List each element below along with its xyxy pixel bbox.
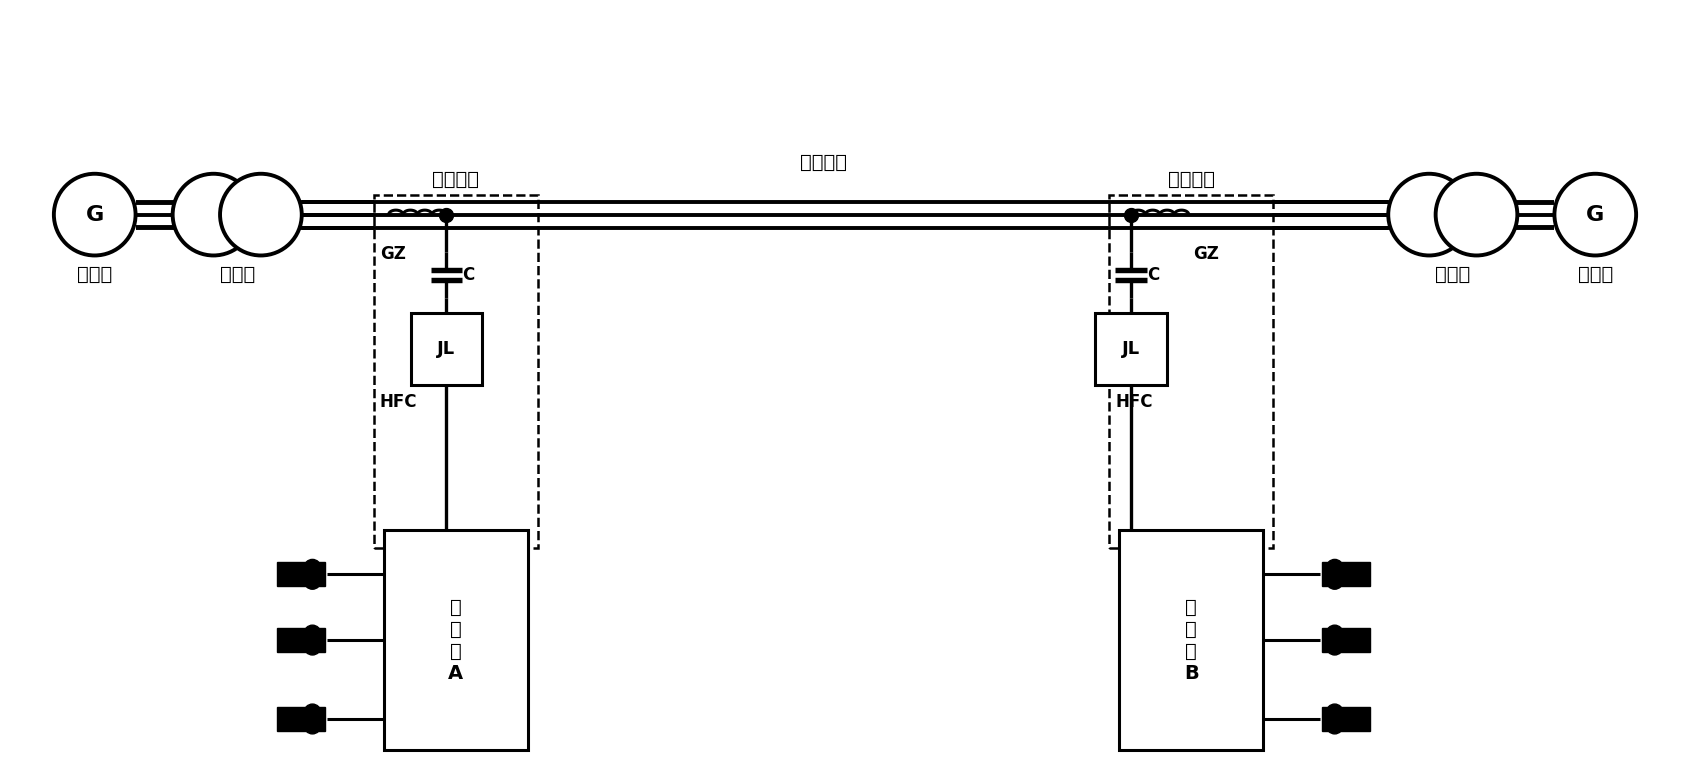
Text: G: G xyxy=(1586,205,1603,225)
Text: HFC: HFC xyxy=(380,393,417,411)
Text: JL: JL xyxy=(1121,340,1140,358)
Circle shape xyxy=(304,638,321,655)
Text: 耦合装置: 耦合装置 xyxy=(1167,170,1214,189)
Circle shape xyxy=(1434,174,1517,255)
Text: 载
波
机
A: 载 波 机 A xyxy=(448,598,463,683)
Bar xyxy=(373,195,537,548)
Bar xyxy=(383,531,529,750)
Bar xyxy=(410,313,481,385)
Text: JL: JL xyxy=(437,340,456,358)
Polygon shape xyxy=(1334,628,1370,652)
Circle shape xyxy=(172,174,255,255)
Polygon shape xyxy=(277,562,312,587)
Polygon shape xyxy=(1322,628,1333,652)
Circle shape xyxy=(1387,174,1469,255)
Polygon shape xyxy=(1334,707,1370,731)
Bar xyxy=(1108,195,1274,548)
Text: GZ: GZ xyxy=(380,245,405,262)
Circle shape xyxy=(304,717,321,734)
Polygon shape xyxy=(314,707,324,731)
Bar xyxy=(1094,313,1165,385)
Text: G: G xyxy=(86,205,103,225)
Polygon shape xyxy=(1334,562,1370,587)
Text: 变压器: 变压器 xyxy=(220,265,255,284)
Bar xyxy=(1118,531,1263,750)
Polygon shape xyxy=(1322,562,1333,587)
Text: 载
波
机
B: 载 波 机 B xyxy=(1184,598,1198,683)
Circle shape xyxy=(304,573,321,589)
Circle shape xyxy=(304,559,321,576)
Text: GZ: GZ xyxy=(1192,245,1218,262)
Circle shape xyxy=(1326,717,1343,734)
Text: HFC: HFC xyxy=(1115,393,1152,411)
Circle shape xyxy=(1326,625,1343,642)
Circle shape xyxy=(1326,573,1343,589)
Circle shape xyxy=(304,625,321,642)
Polygon shape xyxy=(314,628,324,652)
Text: C: C xyxy=(463,266,475,285)
Circle shape xyxy=(1326,704,1343,721)
Circle shape xyxy=(220,174,302,255)
Polygon shape xyxy=(277,628,312,652)
Text: 发电机: 发电机 xyxy=(1578,265,1611,284)
Polygon shape xyxy=(277,707,312,731)
Text: 耦合装置: 耦合装置 xyxy=(432,170,480,189)
Circle shape xyxy=(304,704,321,721)
Polygon shape xyxy=(1322,707,1333,731)
Text: 电力线路: 电力线路 xyxy=(799,153,846,172)
Circle shape xyxy=(1326,559,1343,576)
Text: 变压器: 变压器 xyxy=(1434,265,1469,284)
Text: 发电机: 发电机 xyxy=(78,265,111,284)
Circle shape xyxy=(1554,174,1635,255)
Text: C: C xyxy=(1147,266,1159,285)
Polygon shape xyxy=(314,562,324,587)
Circle shape xyxy=(54,174,135,255)
Circle shape xyxy=(1326,638,1343,655)
